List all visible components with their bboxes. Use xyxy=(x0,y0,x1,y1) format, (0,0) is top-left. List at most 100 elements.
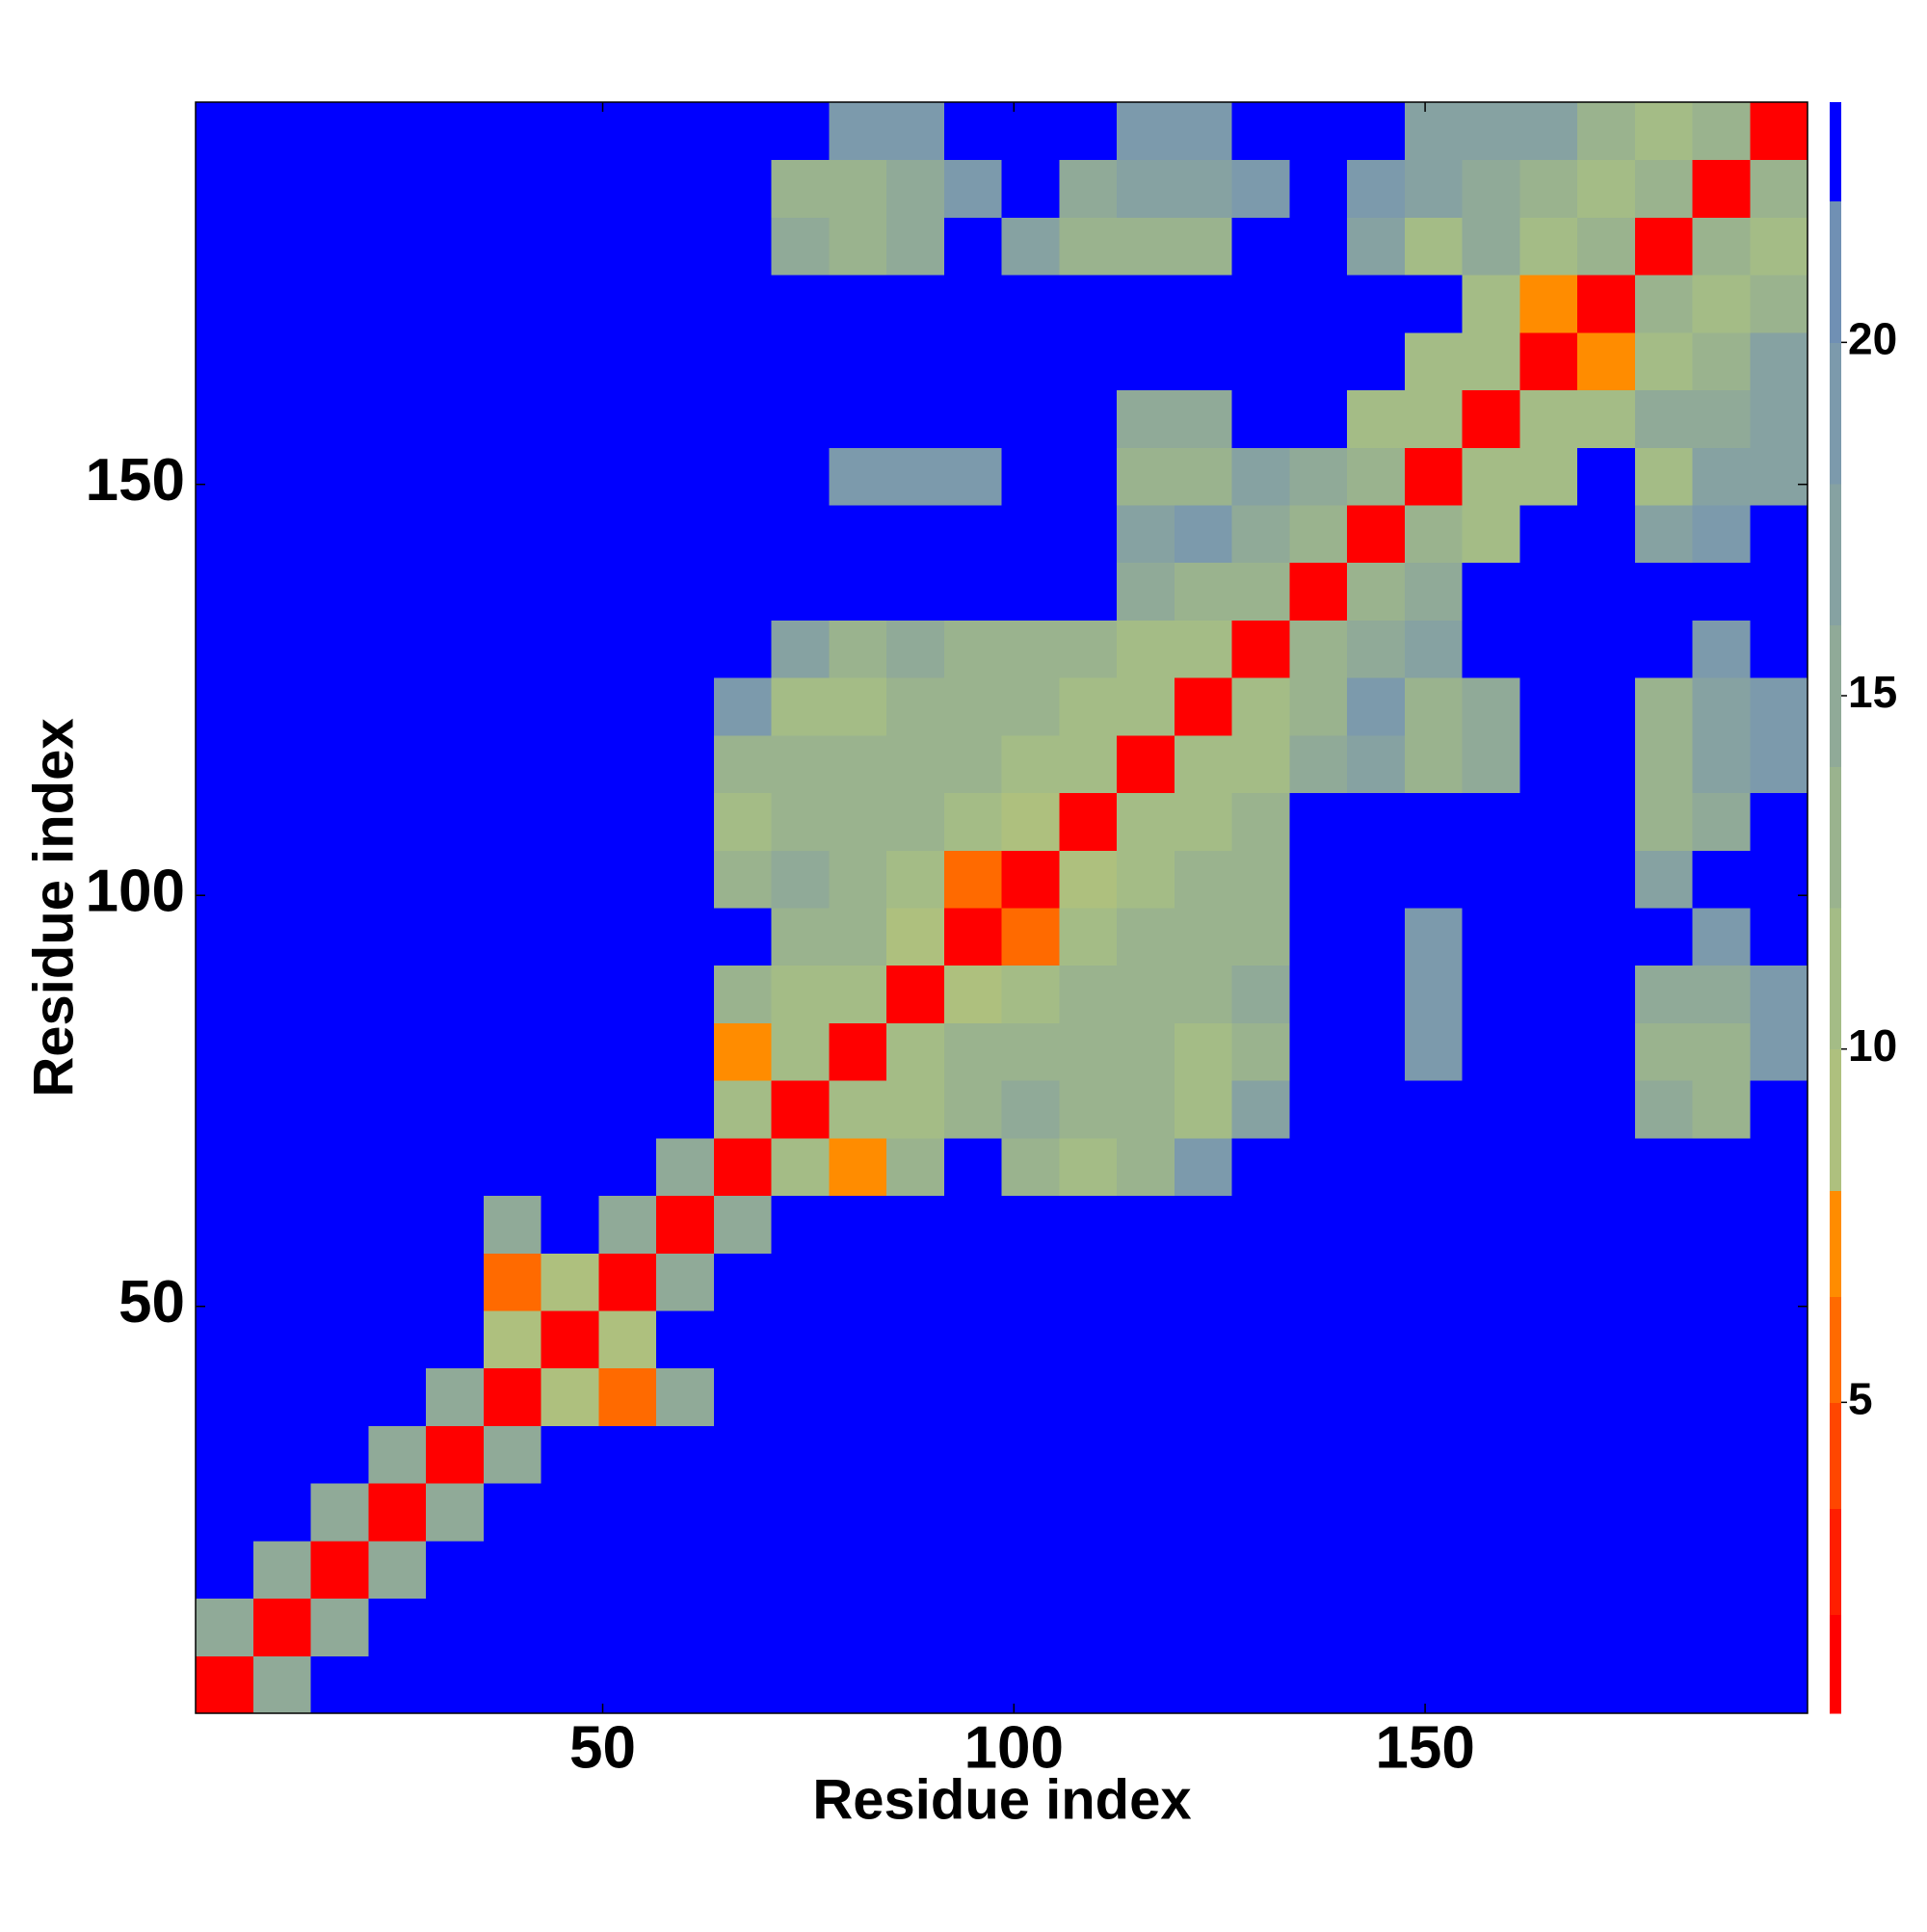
heatmap-cell xyxy=(771,447,830,506)
colorbar-segment xyxy=(1830,1190,1841,1297)
heatmap-cell xyxy=(1519,1483,1578,1542)
heatmap-cell xyxy=(1404,102,1463,161)
heatmap-cell xyxy=(598,1540,657,1600)
heatmap-cell xyxy=(1462,1598,1520,1656)
heatmap-cell xyxy=(1692,1655,1751,1714)
heatmap-cell xyxy=(426,792,485,851)
heatmap-cell xyxy=(1634,159,1693,218)
heatmap-cell xyxy=(1577,331,1636,391)
heatmap-cell xyxy=(713,677,772,736)
heatmap-cell xyxy=(598,505,657,564)
heatmap-cell xyxy=(1692,1022,1751,1081)
heatmap-cell xyxy=(1059,792,1118,851)
heatmap-cell xyxy=(1519,1022,1578,1081)
heatmap-cell xyxy=(252,620,311,678)
heatmap-cell xyxy=(483,792,541,851)
heatmap-cell xyxy=(1462,1022,1520,1081)
heatmap-cell xyxy=(656,447,715,506)
heatmap-cell xyxy=(196,908,254,966)
heatmap-cell xyxy=(1001,792,1060,851)
heatmap-cell xyxy=(252,1195,311,1254)
heatmap-cell xyxy=(252,1080,311,1139)
heatmap-cell xyxy=(943,677,1002,736)
heatmap-cell xyxy=(196,1425,254,1484)
heatmap-cell xyxy=(1117,792,1175,851)
heatmap-cell xyxy=(368,389,427,448)
heatmap-cell xyxy=(1347,1310,1406,1369)
heatmap-cell xyxy=(1174,275,1232,333)
heatmap-cell xyxy=(1577,1195,1636,1254)
heatmap-cell xyxy=(252,1310,311,1369)
heatmap-cell xyxy=(829,562,887,621)
heatmap-cell xyxy=(1289,1195,1348,1254)
heatmap-cell xyxy=(1519,734,1578,794)
heatmap-cell xyxy=(829,1022,887,1081)
heatmap-cell xyxy=(1001,1540,1060,1600)
heatmap-cell xyxy=(1174,1253,1232,1311)
heatmap-cell xyxy=(1750,965,1808,1023)
heatmap-cell xyxy=(1462,159,1520,218)
colorbar xyxy=(1830,102,1841,1714)
heatmap-cell xyxy=(1750,102,1808,161)
heatmap-cell xyxy=(771,1253,830,1311)
heatmap-cell xyxy=(310,447,369,506)
heatmap-cell xyxy=(1462,1195,1520,1254)
heatmap-cell xyxy=(1001,1080,1060,1139)
heatmap-cell xyxy=(1750,908,1808,966)
heatmap-cell xyxy=(598,1022,657,1081)
heatmap-cell xyxy=(1577,275,1636,333)
heatmap-cell xyxy=(1462,1310,1520,1369)
heatmap-cell xyxy=(541,1598,599,1656)
heatmap-cell xyxy=(943,1080,1002,1139)
heatmap-cell xyxy=(1462,217,1520,276)
heatmap-cell xyxy=(196,102,254,161)
heatmap-cell xyxy=(1059,734,1118,794)
heatmap-cell xyxy=(1634,1483,1693,1542)
heatmap-cell xyxy=(1059,1425,1118,1484)
heatmap-cell xyxy=(1577,505,1636,564)
heatmap-cell xyxy=(598,447,657,506)
heatmap-cell xyxy=(1117,1195,1175,1254)
heatmap-cell xyxy=(1059,1540,1118,1600)
heatmap-cell xyxy=(1059,1137,1118,1197)
heatmap-cell xyxy=(252,505,311,564)
heatmap-cell xyxy=(1289,1022,1348,1081)
heatmap-cell xyxy=(483,965,541,1023)
heatmap-cell xyxy=(829,1655,887,1714)
heatmap-cell xyxy=(1231,275,1290,333)
heatmap-cell xyxy=(943,965,1002,1023)
heatmap-cell xyxy=(1289,677,1348,736)
heatmap-cell xyxy=(771,850,830,909)
y-tick-label: 150 xyxy=(86,447,185,514)
heatmap-cell xyxy=(483,908,541,966)
heatmap-cell xyxy=(1462,1253,1520,1311)
heatmap-cell xyxy=(1577,792,1636,851)
heatmap-cell xyxy=(1404,1540,1463,1600)
heatmap-cell xyxy=(252,562,311,621)
heatmap-cell xyxy=(426,447,485,506)
heatmap-cell xyxy=(943,217,1002,276)
colorbar-tick-label: 10 xyxy=(1848,1020,1897,1071)
heatmap-cell xyxy=(196,850,254,909)
colorbar-segment xyxy=(1830,102,1841,202)
heatmap-cell xyxy=(1692,1367,1751,1426)
heatmap-cell xyxy=(1289,1598,1348,1656)
heatmap-cell xyxy=(713,331,772,391)
heatmap-cell xyxy=(656,1483,715,1542)
heatmap-cell xyxy=(1001,1598,1060,1656)
heatmap-cell xyxy=(1001,734,1060,794)
heatmap-cell xyxy=(943,1310,1002,1369)
heatmap-cell xyxy=(1231,620,1290,678)
heatmap-cell xyxy=(771,1598,830,1656)
heatmap-cell xyxy=(1404,734,1463,794)
heatmap-cell xyxy=(1519,1425,1578,1484)
heatmap-cell xyxy=(598,1367,657,1426)
heatmap-cell xyxy=(196,1022,254,1081)
heatmap-cell xyxy=(1231,792,1290,851)
heatmap-cell xyxy=(1577,850,1636,909)
heatmap-cell xyxy=(1404,217,1463,276)
heatmap-cell xyxy=(1001,447,1060,506)
heatmap-cell xyxy=(310,275,369,333)
heatmap-cell xyxy=(1174,908,1232,966)
heatmap-cell xyxy=(1462,792,1520,851)
